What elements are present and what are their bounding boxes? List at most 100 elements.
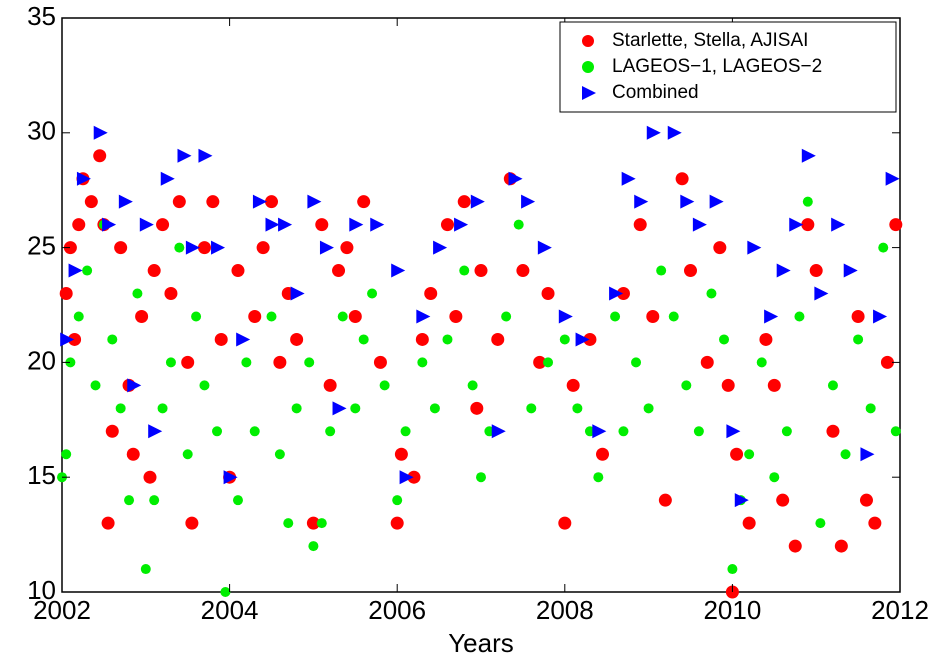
y-tick-label: 25 — [27, 230, 56, 260]
triangle-marker — [139, 217, 154, 232]
circle-marker — [107, 334, 118, 345]
circle-marker — [474, 264, 488, 278]
triangle-marker — [764, 309, 779, 324]
circle-marker — [241, 357, 252, 368]
circle-marker — [801, 218, 815, 232]
circle-marker — [706, 288, 717, 299]
triangle-marker — [416, 309, 431, 324]
triangle-marker — [102, 217, 117, 232]
circle-marker — [513, 219, 524, 230]
circle-marker — [526, 403, 537, 414]
circle-marker — [889, 218, 903, 232]
circle-marker — [392, 495, 403, 506]
circle-marker — [781, 426, 792, 437]
circle-marker — [248, 309, 262, 323]
circle-marker — [61, 449, 72, 460]
circle-marker — [73, 311, 84, 322]
circle-marker — [407, 470, 421, 484]
circle-marker — [424, 287, 438, 301]
circle-marker — [379, 380, 390, 391]
circle-marker — [206, 195, 220, 209]
circle-marker — [541, 287, 555, 301]
circle-marker — [357, 195, 371, 209]
circle-marker — [143, 470, 157, 484]
circle-marker — [126, 447, 140, 461]
circle-marker — [367, 288, 378, 299]
triangle-marker — [148, 424, 163, 439]
circle-marker — [501, 311, 512, 322]
triangle-marker — [491, 424, 506, 439]
circle-marker — [68, 332, 82, 346]
circle-marker — [101, 516, 115, 530]
circle-marker — [769, 472, 780, 483]
circle-marker — [440, 218, 454, 232]
triangle-marker — [860, 447, 875, 462]
triangle-marker — [93, 125, 108, 140]
triangle-marker — [60, 332, 75, 347]
x-tick-label: 2008 — [536, 595, 594, 625]
circle-marker — [658, 493, 672, 507]
triangle-marker — [265, 217, 280, 232]
triangle-marker — [236, 332, 251, 347]
x-tick-label: 2004 — [201, 595, 259, 625]
circle-marker — [181, 355, 195, 369]
circle-marker — [681, 380, 692, 391]
triangle-marker — [370, 217, 385, 232]
circle-marker — [865, 403, 876, 414]
triangle-marker — [726, 424, 741, 439]
circle-marker — [840, 449, 851, 460]
triangle-marker — [558, 309, 573, 324]
circle-marker — [417, 357, 428, 368]
circle-marker — [868, 516, 882, 530]
circle-marker — [323, 378, 337, 392]
circle-marker — [350, 403, 361, 414]
circle-marker — [618, 426, 629, 437]
circle-marker — [265, 195, 278, 209]
circle-marker — [231, 264, 245, 278]
triangle-marker — [680, 194, 695, 209]
circle-marker — [449, 309, 463, 323]
x-tick-label: 2010 — [703, 595, 761, 625]
circle-marker — [809, 264, 823, 278]
circle-marker — [826, 424, 840, 438]
circle-marker — [214, 332, 228, 346]
circle-marker — [815, 518, 826, 529]
circle-marker — [115, 403, 126, 414]
triangle-marker — [433, 240, 448, 255]
circle-marker — [283, 518, 294, 529]
triangle-marker — [223, 470, 238, 485]
circle-marker — [582, 61, 594, 73]
triangle-marker — [211, 240, 226, 255]
triangle-marker — [789, 217, 804, 232]
triangle-marker — [609, 286, 624, 301]
circle-marker — [114, 241, 128, 255]
triangle-marker — [252, 194, 267, 209]
circle-marker — [290, 332, 304, 346]
triangle-marker — [831, 217, 846, 232]
y-tick-label: 10 — [27, 575, 56, 605]
circle-marker — [457, 195, 471, 209]
triangle-marker — [290, 286, 305, 301]
triangle-marker — [634, 194, 649, 209]
circle-marker — [232, 495, 243, 506]
triangle-marker — [349, 217, 364, 232]
circle-marker — [212, 426, 223, 437]
x-axis-label: Years — [448, 628, 514, 658]
triangle-marker — [873, 309, 888, 324]
circle-marker — [308, 541, 319, 552]
circle-marker — [291, 403, 302, 414]
circle-marker — [390, 516, 404, 530]
circle-marker — [165, 357, 176, 368]
circle-marker — [332, 264, 346, 278]
triangle-marker — [537, 240, 552, 255]
triangle-marker — [332, 401, 347, 416]
circle-marker — [348, 309, 362, 323]
circle-marker — [776, 493, 790, 507]
circle-marker — [124, 495, 135, 506]
triangle-marker — [521, 194, 536, 209]
circle-marker — [610, 311, 621, 322]
circle-marker — [191, 311, 202, 322]
legend-label: Starlette, Stella, AJISAI — [612, 30, 808, 51]
circle-marker — [878, 242, 889, 253]
circle-marker — [185, 516, 199, 530]
